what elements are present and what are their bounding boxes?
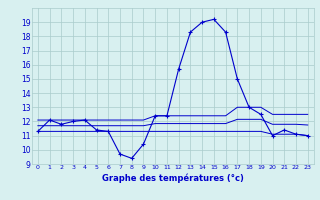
X-axis label: Graphe des températures (°c): Graphe des températures (°c) — [102, 173, 244, 183]
